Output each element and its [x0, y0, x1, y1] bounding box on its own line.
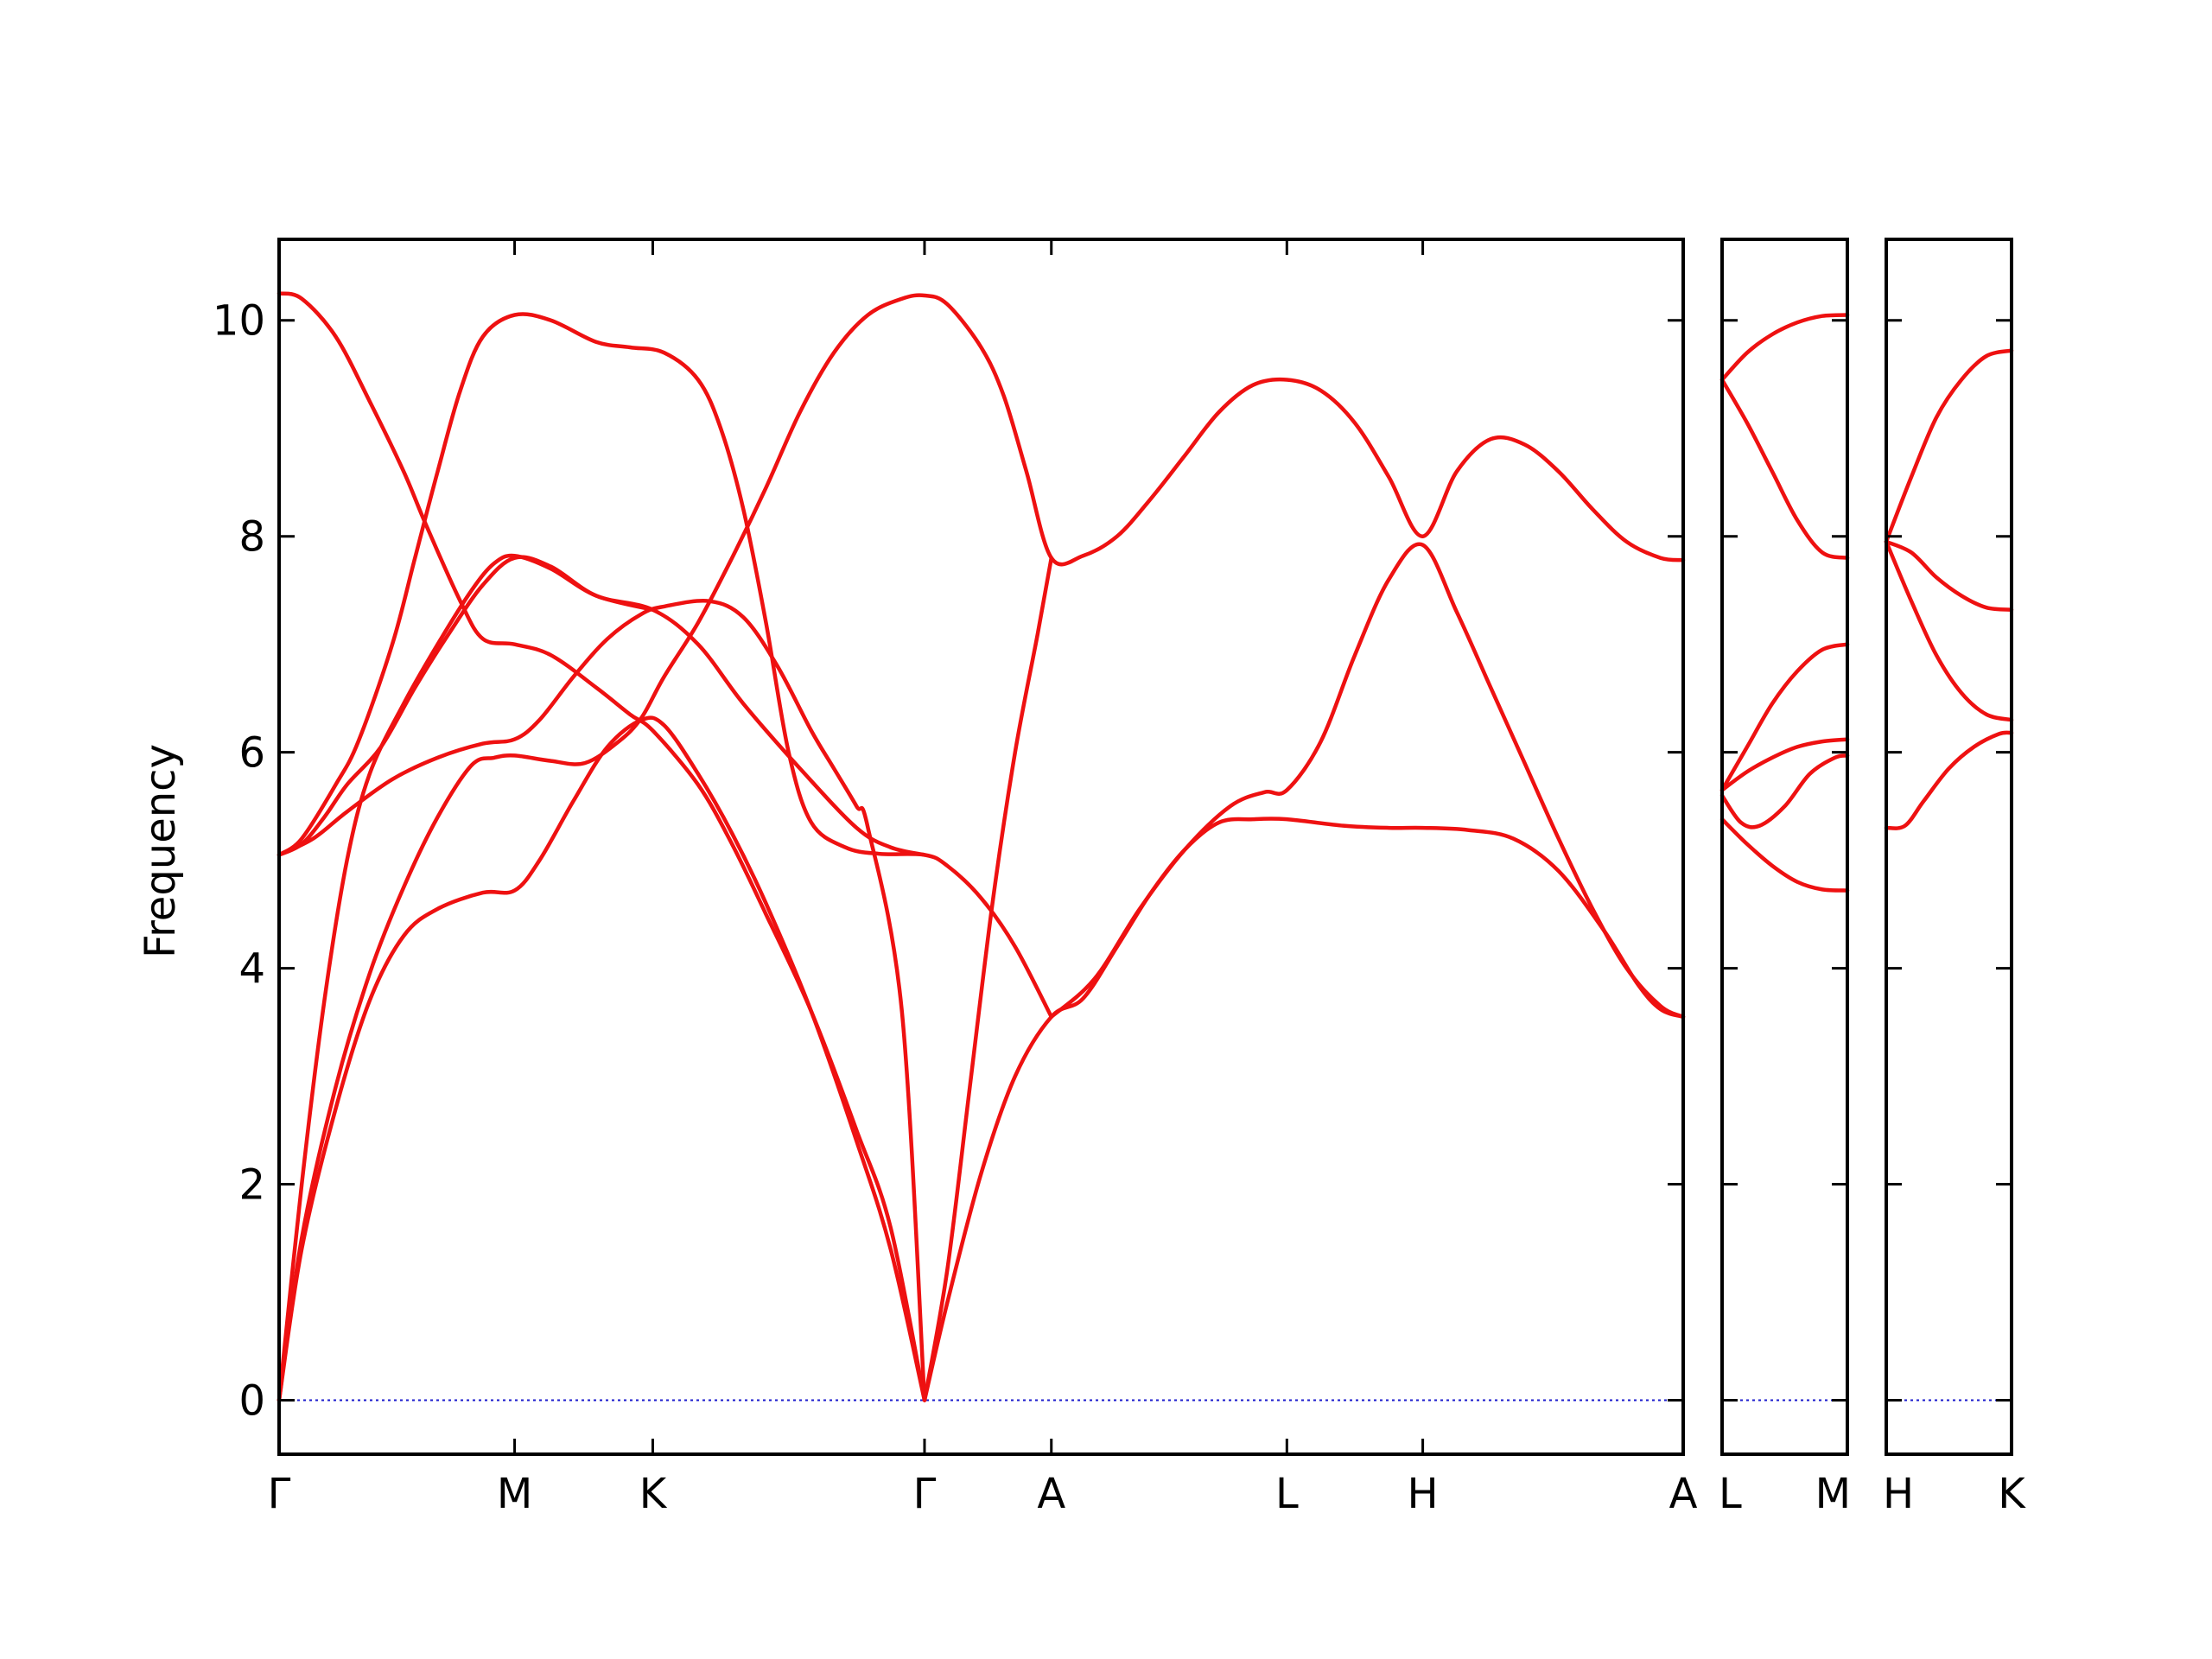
band-main-3: [276, 291, 927, 1402]
band-main-1: [276, 555, 927, 857]
x-tick-label-Γ: Γ: [913, 1470, 937, 1518]
band-L-M-1: [1719, 313, 1850, 382]
band-main-10: [1049, 542, 1686, 1020]
x-tick-label-M: M: [1815, 1470, 1851, 1518]
band-H-K-2: [1884, 539, 2014, 612]
x-tick-label-Γ: Γ: [268, 1470, 291, 1518]
band-main-4: [276, 312, 1054, 1020]
band-main-2: [276, 599, 927, 1402]
band-H-K-3: [1884, 539, 2014, 722]
x-tick-label-A: A: [1037, 1470, 1065, 1518]
band-L-M-4: [1719, 737, 1850, 792]
y-tick-label: 0: [238, 1377, 265, 1426]
band-L-M-5: [1719, 753, 1850, 830]
y-tick-label: 2: [238, 1161, 265, 1210]
band-L-M-3: [1719, 642, 1850, 792]
band-H-K-1: [1884, 348, 2014, 544]
x-tick-label-K: K: [1998, 1470, 2026, 1518]
band-L-M-6: [1719, 817, 1850, 893]
band-main-8: [922, 817, 1686, 1402]
x-tick-label-L: L: [1719, 1470, 1742, 1518]
y-tick-label: 10: [213, 297, 265, 346]
band-main-5: [276, 715, 927, 1402]
panel-main: 0 2 4 6 8 10 Γ M K Γ A L H A: [213, 238, 1698, 1518]
band-L-M-2: [1719, 378, 1850, 560]
y-axis-label: Frequency: [137, 744, 185, 958]
x-tick-label-H: H: [1883, 1470, 1914, 1518]
band-main-9: [922, 556, 1054, 1402]
plot-frame: [277, 238, 1685, 1456]
x-tick-label-H: H: [1408, 1470, 1439, 1518]
x-tick-label-M: M: [497, 1470, 532, 1518]
plot-frame: [1720, 238, 1849, 1456]
band-main-6: [276, 293, 1686, 1402]
x-tick-label-A: A: [1669, 1470, 1698, 1518]
y-tick-label: 8: [238, 513, 265, 562]
plot-frame: [1885, 238, 2013, 1456]
band-main-7: [276, 553, 655, 1402]
y-tick-label: 4: [238, 945, 265, 994]
band-H-K-4: [1884, 730, 2014, 830]
x-tick-label-K: K: [639, 1470, 668, 1518]
x-tick-label-L: L: [1275, 1470, 1299, 1518]
y-tick-label: 6: [238, 729, 265, 778]
